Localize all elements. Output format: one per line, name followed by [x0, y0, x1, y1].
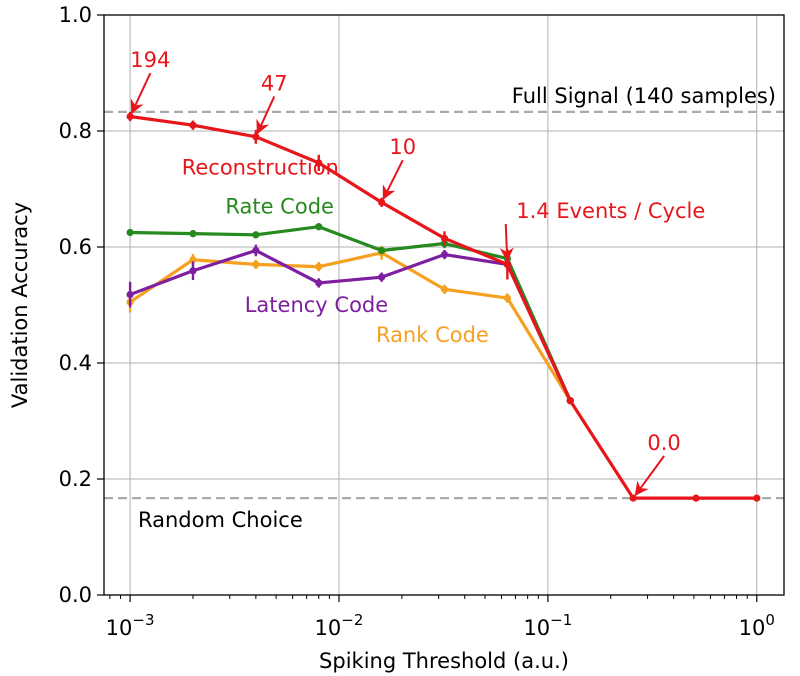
data-point: [315, 223, 323, 231]
annotation-10: 10: [382, 135, 416, 201]
data-point: [503, 294, 511, 302]
reference-label-random-choice: Random Choice: [138, 508, 303, 532]
annotation-text: 47: [261, 71, 288, 95]
data-point: [252, 133, 260, 141]
data-point: [189, 256, 197, 264]
chart-labels: Full Signal (140 samples) Random Choice Re…: [138, 84, 776, 532]
series-line: [128, 251, 572, 403]
reference-label-full-signal-140-samples: Full Signal (140 samples): [512, 84, 776, 108]
data-point: [126, 228, 134, 237]
data-point: [566, 397, 574, 405]
x-tick-label: 100: [739, 611, 775, 640]
data-point: [189, 230, 197, 238]
annotation-arrow: [634, 455, 665, 497]
x-tick-label: 10−1: [523, 611, 572, 640]
series-label-reconstruction: Reconstruction: [182, 156, 339, 180]
data-point: [189, 267, 197, 275]
annotation-194: 194: [130, 48, 170, 115]
data-point: [315, 279, 323, 287]
data-point: [753, 494, 761, 502]
y-tick-label: 0.6: [59, 235, 92, 259]
annotation-47: 47: [256, 71, 288, 135]
y-tick-label: 0.8: [59, 119, 92, 143]
annotation-text: 194: [130, 48, 170, 72]
data-point: [315, 263, 323, 271]
series-label-rank-code: Rank Code: [376, 323, 489, 347]
data-point: [503, 260, 511, 268]
annotation-text: 10: [389, 135, 416, 159]
annotation-text: 0.0: [647, 431, 680, 455]
data-point: [126, 290, 134, 299]
y-tick-label: 0.0: [59, 583, 92, 607]
annotation-arrow: [382, 159, 404, 201]
data-point: [315, 159, 323, 167]
data-point: [692, 494, 700, 502]
series-layer: [126, 111, 761, 502]
data-point: [252, 231, 260, 239]
annotation-text: 1.4 Events / Cycle: [516, 199, 705, 223]
y-tick-label: 1.0: [59, 3, 92, 27]
data-point: [126, 112, 134, 121]
data-point: [252, 246, 260, 255]
data-point: [378, 273, 386, 281]
x-tick-label: 10−2: [315, 611, 364, 640]
annotation-0-0: 0.0: [634, 431, 681, 497]
series-line: [128, 225, 572, 403]
y-axis-title: Validation Accuracy: [8, 202, 32, 408]
annotation-arrow: [130, 72, 152, 115]
data-point: [378, 246, 386, 255]
data-point: [629, 494, 637, 502]
x-tick-label: 10−3: [106, 611, 155, 640]
data-point: [378, 198, 386, 206]
data-point: [189, 121, 197, 129]
series-line: [128, 248, 572, 403]
series-label-latency-code: Latency Code: [245, 293, 388, 317]
data-point: [440, 234, 449, 242]
annotations: 194 47 10 1.4 Events / Cycle 0.0: [130, 48, 705, 497]
data-point: [440, 285, 449, 293]
data-point: [252, 260, 260, 268]
annotation-arrow: [256, 95, 276, 135]
series-rate-code: [126, 223, 574, 405]
x-axis-title: Spiking Threshold (a.u.): [319, 649, 569, 673]
y-tick-label: 0.2: [59, 467, 92, 491]
series-label-rate-code: Rate Code: [225, 194, 334, 218]
y-tick-label: 0.4: [59, 351, 92, 375]
plot-area-frame: [103, 14, 785, 596]
data-point: [440, 250, 449, 259]
axis-ticks: 10−3 10−2 10−1 100 0.0 0.2 0.4 0.6 0.8 1.0: [59, 3, 775, 640]
annotation-arrow: [499, 223, 514, 262]
annotation-1-4-events-cycle: 1.4 Events / Cycle: [499, 199, 705, 262]
